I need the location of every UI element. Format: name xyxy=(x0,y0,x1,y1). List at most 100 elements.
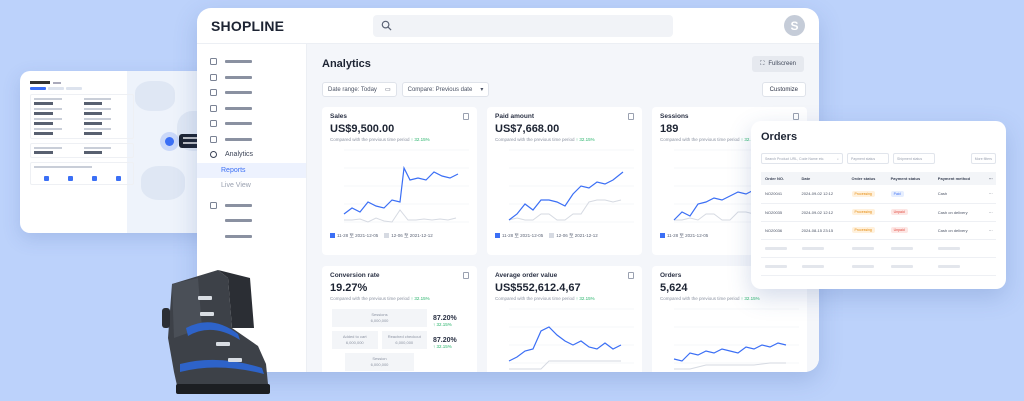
aov-chart xyxy=(495,301,634,372)
date-range-label: Date range: Today xyxy=(328,86,377,93)
sidebar-item-products[interactable] xyxy=(197,85,306,101)
sidebar-item-home[interactable] xyxy=(197,54,306,70)
live-view-behavior xyxy=(30,162,134,185)
column-header[interactable]: Payment status xyxy=(886,172,934,185)
row-menu-icon[interactable]: ⋯ xyxy=(984,185,996,204)
sidebar-item-orders[interactable] xyxy=(197,70,306,86)
fullscreen-label: Fullscreen xyxy=(768,61,796,67)
home-icon xyxy=(210,58,217,66)
order-no[interactable]: NO20036 xyxy=(761,221,798,240)
status-badge: Unpaid xyxy=(890,227,908,233)
shipment-status-filter[interactable]: Shipment status xyxy=(893,153,935,164)
card-value: 19.27% xyxy=(330,282,368,294)
column-header[interactable]: Order status xyxy=(847,172,887,185)
sidebar-item-live-view[interactable]: Live View xyxy=(197,178,306,194)
table-row-placeholder xyxy=(761,239,996,258)
card-value: US$552,612.4,67 xyxy=(495,282,581,294)
card-compare: Compared with the previous time period ↑… xyxy=(330,296,430,301)
sales-chart xyxy=(330,142,469,232)
document-icon[interactable] xyxy=(793,113,799,120)
order-no[interactable]: NO20041 xyxy=(761,185,798,204)
card-title: Sales xyxy=(330,113,347,120)
live-view-tabs[interactable] xyxy=(30,87,134,90)
ski-boot-image xyxy=(162,270,270,394)
avatar[interactable]: S xyxy=(784,15,805,36)
table-row[interactable]: NO20036 2024-08-15 23:15 Processing Unpa… xyxy=(761,221,996,240)
sidebar-item-extra-1[interactable] xyxy=(197,213,306,229)
status-badge: Processing xyxy=(851,209,875,215)
chart-legend: 11-28 至 2021-12-05 xyxy=(660,233,799,239)
funnel-step: Session 6,000,000 xyxy=(344,353,415,371)
sidebar-item-apps[interactable] xyxy=(197,132,306,148)
sidebar-item-label: Analytics xyxy=(225,151,254,159)
card-title: Sessions xyxy=(660,113,689,120)
column-header[interactable]: Order NO. xyxy=(761,172,798,185)
sidebar-item-analytics[interactable]: Analytics xyxy=(197,147,306,163)
status-badge: Processing xyxy=(851,227,875,233)
funnel-rate: 87.20% ↑ 32.15% xyxy=(433,315,457,327)
order-date: 2024-09-02 12:12 xyxy=(797,185,848,204)
chevron-down-icon: ▾ xyxy=(480,87,484,93)
table-row[interactable]: NO20041 2024-09-02 12:12 Processing Paid… xyxy=(761,185,996,204)
fullscreen-icon: ⛶ xyxy=(760,60,765,67)
row-menu-icon[interactable]: ⋯ xyxy=(984,221,996,240)
live-view-title xyxy=(30,81,134,84)
compare-select[interactable]: Compare: Previous date ▾ xyxy=(401,82,490,97)
row-menu-icon[interactable]: ⋯ xyxy=(984,203,996,222)
dashboard-window: SHOPLINE S Analytics Reports Live View A… xyxy=(197,8,819,372)
orders-window: Orders Search Product URL, Code Name etc… xyxy=(751,121,1006,289)
tag-icon xyxy=(210,120,217,128)
document-icon[interactable] xyxy=(463,272,469,279)
card-compare: Compared with the previous time period ↑… xyxy=(495,296,595,301)
payment-method: Cash on delivery xyxy=(933,221,985,240)
funnel-step: Sessions 6,000,000 xyxy=(331,309,428,327)
sidebar-item-label: Live View xyxy=(221,182,251,190)
card-value: 189 xyxy=(660,123,679,135)
card-title: Average order value xyxy=(495,272,558,279)
column-header[interactable]: Payment method xyxy=(933,172,985,185)
status-badge: Processing xyxy=(851,190,875,197)
live-view-stats xyxy=(30,94,134,139)
customize-button[interactable]: Customize xyxy=(761,82,806,97)
customer-icon xyxy=(210,104,217,112)
order-no[interactable]: NO20035 xyxy=(761,203,798,222)
card-compare: Compared with the previous time period ↑… xyxy=(330,137,430,142)
conversion-funnel: Sessions 6,000,000 Added to cart 6,000,000… xyxy=(330,309,469,371)
conversion-rate-card[interactable]: Conversion rate 19.27% Compared with the… xyxy=(322,266,477,372)
orders-search-input[interactable]: Search Product URL, Code Name etc. ⌕ xyxy=(761,153,843,164)
sidebar-item-channel[interactable] xyxy=(197,198,306,214)
search-input[interactable] xyxy=(373,14,673,37)
sales-card[interactable]: Sales US$9,500.00 Compared with the prev… xyxy=(322,107,477,255)
card-title: Orders xyxy=(660,272,682,279)
orders-title: Orders xyxy=(761,131,798,143)
sidebar-item-reports[interactable]: Reports xyxy=(197,162,306,178)
sidebar-item-extra-2[interactable] xyxy=(197,229,306,245)
column-header[interactable]: Date xyxy=(797,172,848,185)
location-marker[interactable] xyxy=(165,137,174,146)
sidebar-item-customers[interactable] xyxy=(197,101,306,117)
shopline-logo[interactable]: SHOPLINE xyxy=(211,17,285,34)
payment-status-filter[interactable]: Payment status xyxy=(847,153,889,164)
paid-amount-card[interactable]: Paid amount US$7,668.00 Compared with th… xyxy=(487,107,642,255)
funnel-rate: 87.20% ↑ 32.15% xyxy=(433,337,457,349)
chart-legend: 11-28 至 2021-12-05 12-06 至 2021-12-12 xyxy=(495,233,634,239)
more-filters-button[interactable]: More filters xyxy=(970,153,996,164)
funnel-step: Added to cart 6,000,000 xyxy=(331,331,378,349)
average-order-value-card[interactable]: Average order value US$552,612.4,67 Comp… xyxy=(487,266,642,372)
table-row[interactable]: NO20035 2024-09-02 12:12 Processing Unpa… xyxy=(761,203,996,222)
sidebar-item-marketing[interactable] xyxy=(197,116,306,132)
page-title: Analytics xyxy=(322,58,371,70)
sidebar: Analytics Reports Live View xyxy=(197,44,307,372)
fullscreen-button[interactable]: ⛶ Fullscreen xyxy=(752,56,804,72)
document-icon[interactable] xyxy=(628,113,634,120)
live-view-window xyxy=(20,71,222,233)
card-title: Conversion rate xyxy=(330,272,380,279)
document-icon[interactable] xyxy=(628,272,634,279)
document-icon[interactable] xyxy=(463,113,469,120)
live-view-panel xyxy=(30,81,134,185)
search-icon: ⌕ xyxy=(837,156,839,161)
date-range-select[interactable]: Date range: Today ▭ xyxy=(322,82,397,97)
status-badge: Unpaid xyxy=(890,209,908,215)
more-icon[interactable]: ⋯ xyxy=(984,172,996,185)
orders-table: Order NO. Date Order status Payment stat… xyxy=(761,172,996,276)
